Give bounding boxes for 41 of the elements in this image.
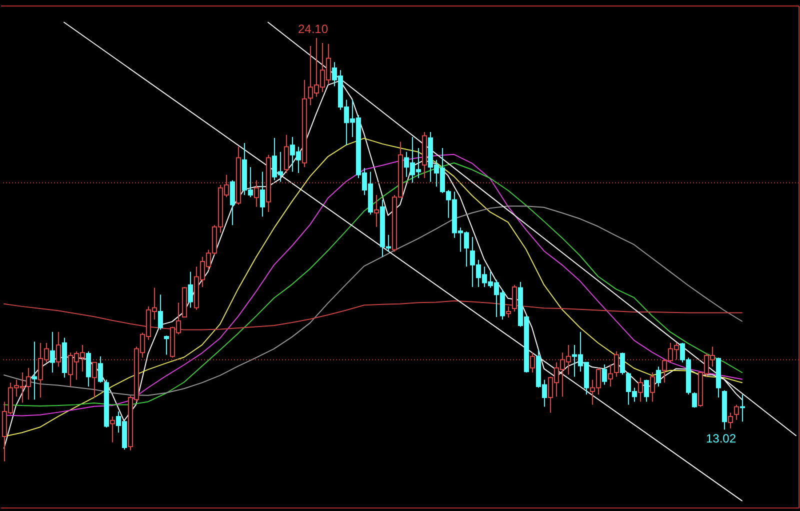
candlestick (158, 294, 163, 330)
candlestick (182, 286, 187, 318)
candlestick (164, 335, 169, 356)
annotation: 24.10 (298, 22, 328, 36)
candlestick (620, 352, 625, 376)
candlestick (722, 390, 727, 430)
candlestick (656, 366, 661, 387)
candlestick (62, 337, 67, 378)
candlestick (422, 131, 427, 179)
candlestick (716, 357, 721, 398)
candlestick (374, 194, 379, 228)
candlestick (266, 154, 271, 212)
candlestick (56, 331, 61, 368)
candlestick (50, 331, 55, 373)
annotation: 13.02 (706, 432, 736, 446)
candlestick (104, 379, 109, 428)
candlestick (254, 180, 259, 208)
candlestick (110, 416, 115, 443)
candlestick (92, 361, 97, 398)
candlestick (530, 352, 535, 373)
candlestick (236, 146, 241, 206)
candlestick (86, 350, 91, 387)
candlestick (602, 364, 607, 386)
candlestick (650, 372, 655, 402)
candlestick (98, 356, 103, 384)
candlestick (260, 171, 265, 218)
candlestick (284, 134, 289, 174)
candlestick (728, 412, 733, 429)
candlestick (506, 306, 511, 318)
candlestick (740, 394, 745, 422)
candlestick (692, 392, 697, 408)
candlestick (614, 350, 619, 378)
candlestick (32, 341, 37, 400)
candlestick (188, 271, 193, 308)
candlestick (230, 180, 235, 226)
candlestick (608, 364, 613, 387)
candlestick (512, 284, 517, 312)
candlestick (638, 377, 643, 402)
candlestick (734, 404, 739, 420)
candlestick (302, 79, 307, 168)
candlestick (644, 379, 649, 402)
